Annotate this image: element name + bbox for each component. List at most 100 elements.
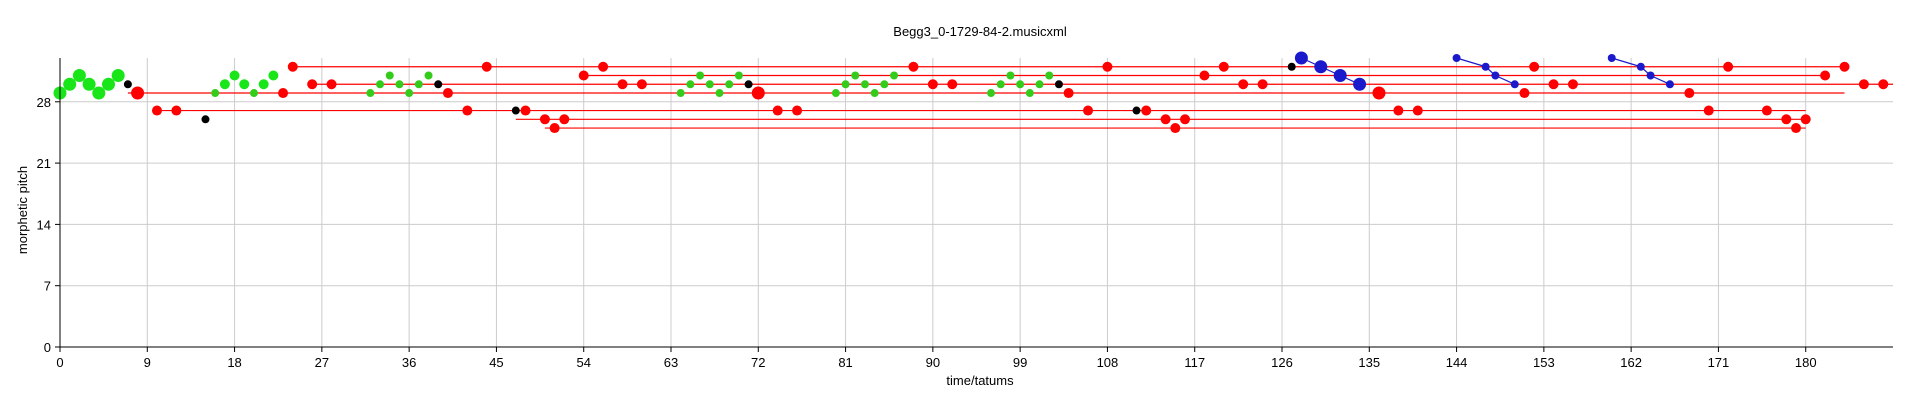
red-note-point bbox=[1063, 88, 1074, 99]
olive-note-point bbox=[734, 71, 743, 80]
olive-note-point bbox=[376, 80, 385, 89]
red-note-point bbox=[1372, 86, 1386, 100]
red-note-point bbox=[1083, 105, 1094, 116]
red-note-point bbox=[1170, 123, 1181, 134]
red-note-point bbox=[1878, 79, 1889, 90]
red-note-point bbox=[1820, 70, 1831, 81]
red-note-point bbox=[1238, 79, 1249, 90]
red-note-point bbox=[151, 105, 162, 116]
red-note-point bbox=[751, 86, 765, 100]
red-note-point bbox=[462, 105, 473, 116]
grid bbox=[60, 58, 1893, 347]
red-note-point bbox=[636, 79, 647, 90]
red-note-point bbox=[559, 114, 570, 125]
note-points bbox=[53, 51, 1889, 134]
olive-note-point bbox=[676, 89, 685, 98]
red-note-point bbox=[792, 105, 803, 116]
red-note-point bbox=[326, 79, 337, 90]
green-note-point bbox=[92, 86, 106, 100]
olive-note-point bbox=[715, 89, 724, 98]
red-note-point bbox=[1800, 114, 1811, 125]
x-tick-label: 90 bbox=[926, 355, 940, 370]
green-note-point bbox=[219, 79, 230, 90]
red-note-point bbox=[1257, 79, 1268, 90]
blue-note-point bbox=[1636, 62, 1645, 71]
olive-note-point bbox=[366, 89, 375, 98]
red-note-point bbox=[1412, 105, 1423, 116]
blue-note-point bbox=[1491, 71, 1500, 80]
red-note-point bbox=[1858, 79, 1869, 90]
red-note-point bbox=[1393, 105, 1404, 116]
red-note-point bbox=[1141, 105, 1152, 116]
blue-note-point bbox=[1510, 80, 1519, 89]
y-tick-label: 21 bbox=[37, 156, 51, 171]
olive-note-point bbox=[249, 89, 258, 98]
red-note-point bbox=[927, 79, 938, 90]
red-note-point bbox=[1180, 114, 1191, 125]
red-note-point bbox=[307, 79, 318, 90]
red-note-point bbox=[1761, 105, 1772, 116]
red-note-point bbox=[1548, 79, 1559, 90]
olive-note-point bbox=[414, 80, 423, 89]
green-note-point bbox=[63, 77, 77, 91]
red-note-point bbox=[549, 123, 560, 134]
blue-note-point bbox=[1314, 60, 1328, 74]
y-tick-label: 28 bbox=[37, 95, 51, 110]
green-note-point bbox=[82, 77, 96, 91]
red-note-point bbox=[1529, 61, 1540, 72]
x-tick-label: 117 bbox=[1184, 355, 1205, 370]
red-note-point bbox=[520, 105, 531, 116]
blue-note-point bbox=[1294, 51, 1308, 65]
x-tick-label: 9 bbox=[144, 355, 151, 370]
red-note-point bbox=[1218, 61, 1229, 72]
x-tick-label: 162 bbox=[1620, 355, 1642, 370]
x-tick-label: 144 bbox=[1446, 355, 1468, 370]
chart-title: Begg3_0-1729-84-2.musicxml bbox=[893, 24, 1067, 39]
green-note-point bbox=[239, 79, 250, 90]
x-tick-label: 171 bbox=[1708, 355, 1730, 370]
red-note-point bbox=[617, 79, 628, 90]
y-tick-label: 7 bbox=[44, 279, 51, 294]
red-note-point bbox=[539, 114, 550, 125]
red-note-point bbox=[1102, 61, 1113, 72]
black-note-point bbox=[123, 80, 132, 89]
red-note-point bbox=[1791, 123, 1802, 134]
black-note-point bbox=[744, 80, 753, 89]
x-tick-label: 153 bbox=[1533, 355, 1555, 370]
olive-note-point bbox=[1045, 71, 1054, 80]
green-note-point bbox=[72, 69, 86, 83]
olive-note-point bbox=[1025, 89, 1034, 98]
olive-note-point bbox=[725, 80, 734, 89]
x-tick-label: 72 bbox=[751, 355, 765, 370]
y-axis-title: morphetic pitch bbox=[15, 166, 30, 254]
green-note-point bbox=[268, 70, 279, 81]
red-note-point bbox=[1723, 61, 1734, 72]
red-note-point bbox=[1519, 88, 1530, 99]
red-note-point bbox=[442, 88, 453, 99]
red-note-point bbox=[772, 105, 783, 116]
blue-note-point bbox=[1607, 54, 1616, 62]
y-tick-label: 0 bbox=[44, 340, 51, 355]
blue-note-point bbox=[1646, 71, 1655, 80]
black-note-point bbox=[1054, 80, 1063, 89]
olive-note-point bbox=[1006, 71, 1015, 80]
red-note-point bbox=[908, 61, 919, 72]
olive-note-point bbox=[424, 71, 433, 80]
red-note-point bbox=[287, 61, 298, 72]
x-tick-label: 0 bbox=[56, 355, 63, 370]
green-note-point bbox=[229, 70, 240, 81]
black-note-point bbox=[511, 106, 520, 115]
red-note-point bbox=[947, 79, 958, 90]
x-tick-label: 27 bbox=[315, 355, 329, 370]
y-tick-label: 14 bbox=[37, 217, 51, 232]
red-note-point bbox=[131, 86, 145, 100]
olive-note-point bbox=[686, 80, 695, 89]
red-note-point bbox=[278, 88, 289, 99]
black-note-point bbox=[434, 80, 443, 89]
olive-note-point bbox=[395, 80, 404, 89]
x-tick-label: 108 bbox=[1097, 355, 1119, 370]
red-note-point bbox=[1567, 79, 1578, 90]
blue-note-point bbox=[1481, 62, 1490, 71]
x-axis-title: time/tatums bbox=[946, 373, 1014, 388]
